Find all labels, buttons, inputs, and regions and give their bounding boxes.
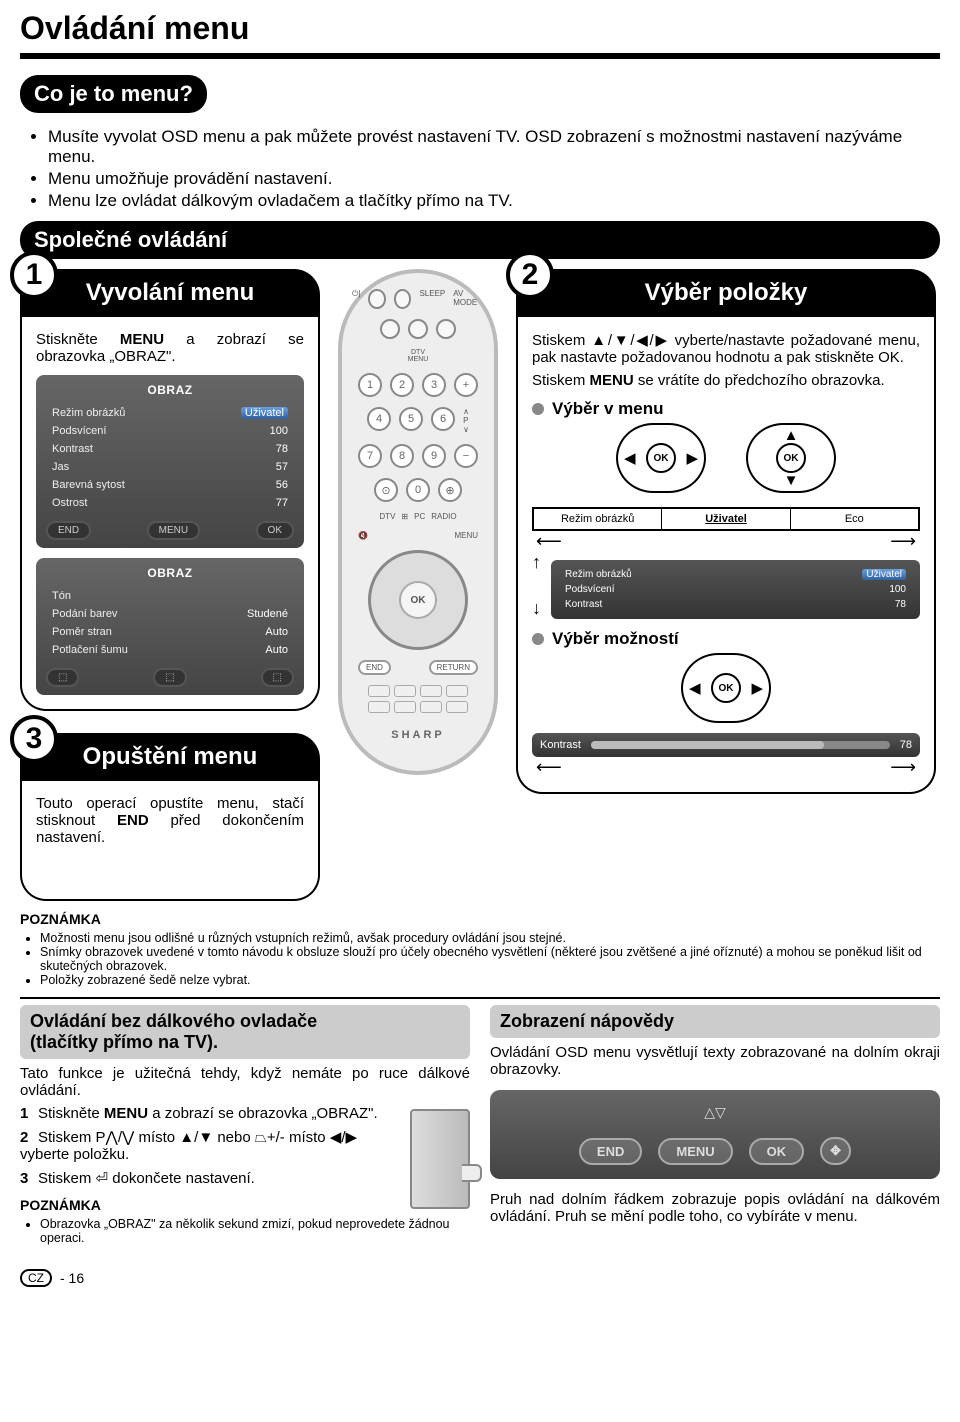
intro-bullet: Menu umožňuje provádění nastavení. [48,169,940,189]
contrast-slider-screenshot: Kontrast 78 [532,733,920,757]
note-item: Možnosti menu jsou odlišné u různých vst… [40,931,940,945]
tv-side-icon [410,1109,470,1209]
note-item: Snímky obrazovek uvedené v tomto návodu … [40,945,940,973]
step1-text: Stiskněte MENU a zobrazí se obrazovka „O… [36,331,304,365]
osd-end-pill: END [46,521,91,540]
no-remote-step3: 3Stiskem ⏎ dokončete nastavení. [20,1169,470,1187]
osd-small-screenshot: Režim obrázkůUživatel Podsvícení100 Kont… [551,560,920,619]
intro-bullet: Menu lze ovládat dálkovým ovladačem a tl… [48,191,940,211]
osd-title: OBRAZ [46,383,294,397]
step2-title: Výběr položky [516,269,936,317]
step1-title: Vyvolání menu [20,269,320,317]
note-item: Položky zobrazené šedě nelze vybrat. [40,973,940,987]
osd-table: Režim obrázkůUživatel Podsvícení100 Kont… [46,403,294,513]
horiz-arrows: ⟵⟶ [532,757,920,778]
rule-thick [20,53,940,59]
step2-body: Stiskem ▲/▼/◀/▶ vyberte/nastavte požadov… [516,317,936,794]
no-remote-step2: 2Stiskem P⋀/⋁ místo ▲/▼ nebo ⏢+/- místo … [20,1128,470,1163]
section-common-control: Společné ovládání [20,221,940,259]
page-footer: CZ - 16 [20,1269,940,1287]
note-item: Obrazovka „OBRAZ" za několik sekund zmiz… [40,1217,470,1245]
intro-bullet: Musíte vyvolat OSD menu a pak můžete pro… [48,127,940,167]
help-outro: Pruh nad dolním řádkem zobrazuje popis o… [490,1191,940,1225]
help-heading: Zobrazení nápovědy [490,1005,940,1038]
help-intro: Ovládání OSD menu vysvětlují texty zobra… [490,1044,940,1078]
page-title: Ovládání menu [20,10,940,47]
nav-ok-diagram-lr2: ◀ OK ▶ [681,653,771,723]
osd-ok-pill: OK [256,521,294,540]
osd-picture2-screenshot: OBRAZ Tón Podání barevStudené Poměr stra… [36,558,304,695]
osd-menu-pill: MENU [147,521,200,540]
help-ok-pill: OK [749,1138,805,1165]
step-number-1: 1 [10,251,58,299]
step3-text: Touto operací opustíte menu, stačí stisk… [36,795,304,846]
osd-picture-screenshot: OBRAZ Režim obrázkůUživatel Podsvícení10… [36,375,304,548]
brand-logo: SHARP [391,729,445,741]
step3-body: Touto operací opustíte menu, stačí stisk… [20,781,320,901]
note-heading: POZNÁMKA [20,911,940,927]
intro-bullet-list: Musíte vyvolat OSD menu a pak můžete pro… [20,127,940,211]
help-osd-screenshot: △▽ END MENU OK ✥ [490,1090,940,1179]
no-remote-step1: 1Stiskněte MENU a zobrazí se obrazovka „… [20,1105,470,1122]
step1-body: Stiskněte MENU a zobrazí se obrazovka „O… [20,317,320,711]
nav-ok-diagram-ud: ▲ OK ▼ [746,423,836,493]
subhead-option-select: Výběr možností [552,629,679,649]
step2-text-b: Stiskem MENU se vrátíte do předchozího o… [532,372,920,389]
subhead-menu-select: Výběr v menu [552,399,664,419]
step-number-3: 3 [10,715,58,763]
note-heading: POZNÁMKA [20,1197,470,1213]
mode-bar: Režim obrázků Uživatel Eco [532,507,920,531]
section-what-is-menu: Co je to menu? [20,75,207,113]
step2-text-a: Stiskem ▲/▼/◀/▶ vyberte/nastavte požadov… [532,331,920,366]
no-remote-heading: Ovládání bez dálkového ovladače(tlačítky… [20,1005,470,1059]
remote-return-button: RETURN [429,660,478,675]
no-remote-intro: Tato funkce je užitečná tehdy, když nemá… [20,1065,470,1099]
osd-ok-pill: ⬚ [261,668,294,687]
step3-title: Opuštění menu [20,733,320,781]
power-icon [368,289,386,309]
osd-menu-pill: ⬚ [153,668,186,687]
horiz-arrows: ⟵⟶ [532,531,920,552]
remote-end-button: END [358,660,391,675]
help-menu-pill: MENU [658,1138,732,1165]
rule-thin [20,997,940,999]
dpad-icon [368,550,468,650]
nav-ok-diagram-lr: ◀ OK ▶ [616,423,706,493]
step-number-2: 2 [506,251,554,299]
remote-control-diagram: ⏻| SLEEP AV MODE DTVMENU 1 2 3 + 4 5 [338,269,498,775]
help-end-pill: END [579,1138,642,1165]
osd2-title: OBRAZ [46,566,294,580]
osd-end-pill: ⬚ [46,668,79,687]
notes-list: Možnosti menu jsou odlišné u různých vst… [20,931,940,987]
